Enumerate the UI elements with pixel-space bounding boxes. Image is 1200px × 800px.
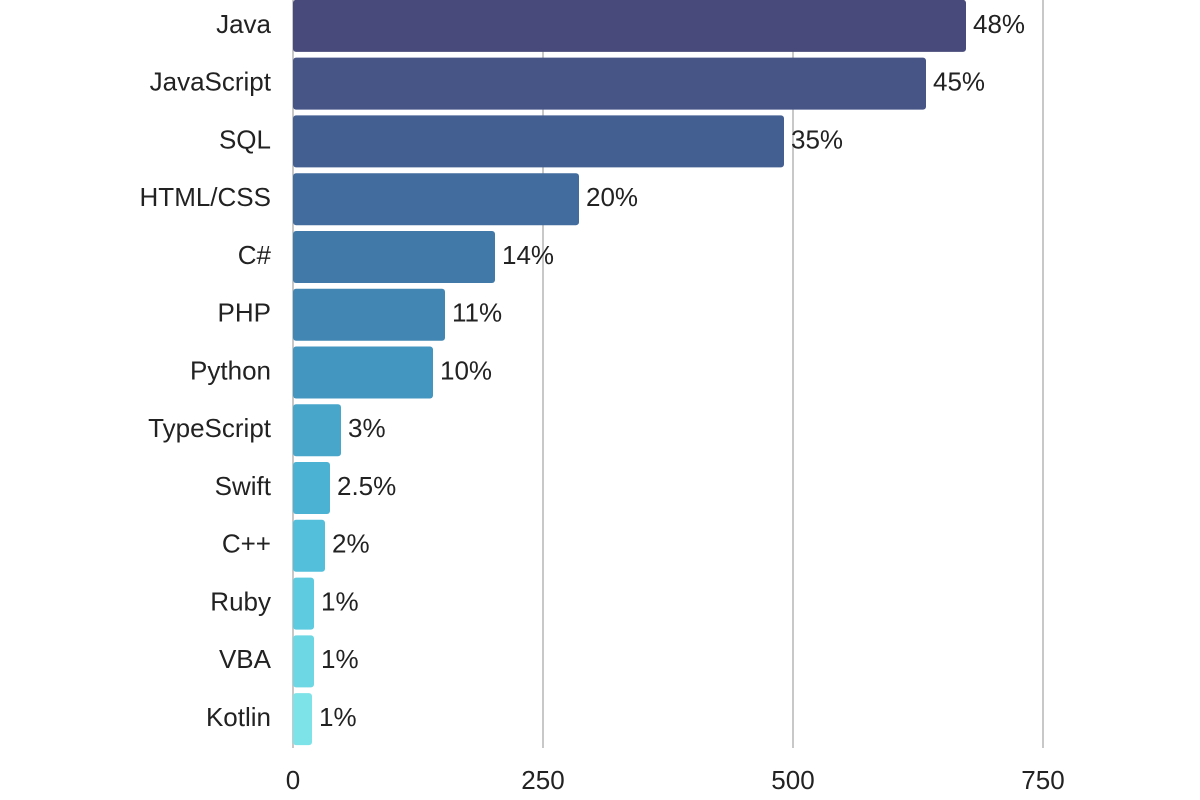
bar	[293, 346, 433, 399]
value-label: 1%	[321, 644, 359, 674]
value-label: 2.5%	[337, 471, 396, 501]
value-label: 35%	[791, 124, 843, 154]
bar	[293, 173, 579, 226]
y-tick-label: TypeScript	[148, 413, 272, 443]
value-label: 48%	[973, 9, 1025, 39]
bar	[293, 693, 312, 746]
y-tick-label: HTML/CSS	[140, 182, 271, 212]
bar	[293, 288, 445, 341]
value-label: 20%	[586, 182, 638, 212]
value-label: 3%	[348, 413, 386, 443]
y-tick-label: Swift	[215, 471, 272, 501]
y-tick-label: Python	[190, 355, 271, 385]
y-tick-label: VBA	[219, 644, 272, 674]
bar	[293, 635, 314, 688]
bar	[293, 0, 966, 52]
y-tick-label: PHP	[218, 298, 271, 328]
value-label: 1%	[321, 586, 359, 616]
x-tick-label: 0	[286, 765, 300, 795]
bar	[293, 230, 495, 283]
y-tick-label: Java	[216, 9, 271, 39]
y-tick-label: C++	[222, 529, 271, 559]
bar	[293, 577, 314, 630]
y-tick-label: Ruby	[210, 586, 271, 616]
bar	[293, 404, 341, 457]
value-label: 45%	[933, 67, 985, 97]
y-tick-label: SQL	[219, 124, 271, 154]
bar	[293, 462, 330, 515]
bar	[293, 115, 784, 168]
bar	[293, 519, 325, 572]
value-label: 1%	[319, 702, 357, 732]
y-tick-label: C#	[238, 240, 272, 270]
bar	[293, 57, 926, 110]
value-label: 11%	[452, 298, 502, 328]
x-tick-label: 750	[1021, 765, 1064, 795]
value-label: 10%	[440, 355, 492, 385]
y-tick-label: JavaScript	[150, 67, 272, 97]
x-tick-label: 250	[521, 765, 564, 795]
y-tick-label: Kotlin	[206, 702, 271, 732]
value-label: 2%	[332, 529, 370, 559]
x-tick-label: 500	[771, 765, 814, 795]
value-label: 14%	[502, 240, 554, 270]
